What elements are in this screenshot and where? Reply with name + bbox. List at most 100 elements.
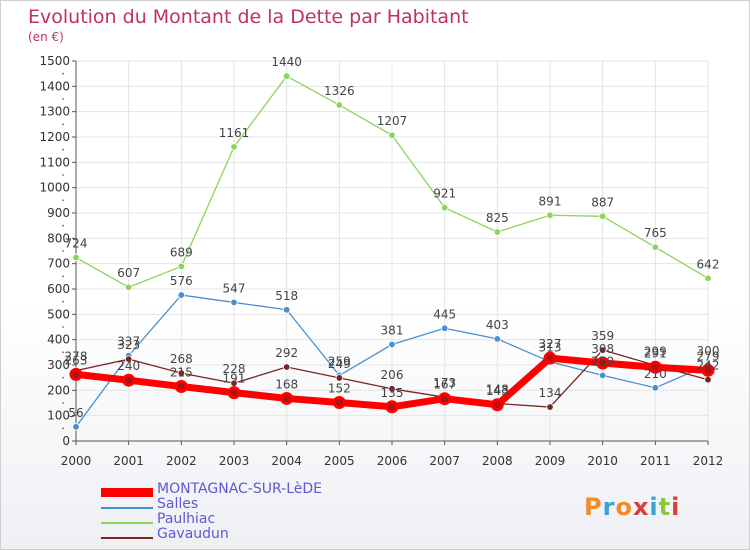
- x-tick-label: 2004: [271, 454, 302, 468]
- data-point: [546, 403, 554, 411]
- data-label: 240: [117, 359, 140, 373]
- data-point: [72, 253, 80, 262]
- data-label: 576: [170, 274, 193, 288]
- y-minor-mark: [62, 123, 64, 126]
- x-tick-label: 2000: [61, 454, 92, 468]
- data-labels: 724 607 689 1161 1440 1326 1207 921 825 891 887 765…: [65, 55, 720, 420]
- data-label: 323: [117, 338, 140, 352]
- data-label: 381: [381, 323, 404, 337]
- data-label: 268: [170, 352, 193, 366]
- data-point: [177, 369, 186, 377]
- data-point-core: [493, 401, 501, 409]
- data-point-core: [125, 376, 133, 384]
- data-point: [440, 203, 449, 212]
- chart-subtitle: (en €): [28, 30, 64, 44]
- data-label: 1207: [377, 114, 408, 128]
- data-point: [124, 283, 133, 291]
- data-point: [651, 243, 660, 251]
- legend-swatch: [101, 507, 153, 509]
- data-point-core: [651, 363, 659, 371]
- data-point: [651, 384, 660, 392]
- data-label: 724: [65, 237, 88, 251]
- data-point: [282, 72, 291, 80]
- y-tick-label: 1300: [39, 105, 70, 119]
- data-label: 689: [170, 245, 193, 259]
- legend-label: Salles: [157, 496, 199, 512]
- data-label: 1440: [271, 55, 302, 69]
- data-point: [704, 375, 712, 384]
- data-label: 167: [433, 378, 456, 392]
- chart-title: Evolution du Montant de la Dette par Hab…: [28, 6, 469, 28]
- data-label: 152: [328, 381, 351, 395]
- x-tick-label: 2011: [640, 454, 671, 468]
- y-minor-mark: [62, 199, 64, 202]
- data-label: 642: [697, 257, 720, 271]
- data-label: 249: [328, 357, 351, 371]
- x-tick-label: 2007: [429, 454, 460, 468]
- data-label: 891: [539, 194, 562, 208]
- data-point: [598, 371, 607, 380]
- data-point-core: [72, 370, 80, 378]
- data-label: 1161: [219, 126, 250, 140]
- data-label: 518: [275, 289, 298, 303]
- legend-swatch: [101, 537, 153, 539]
- data-label: 263: [65, 353, 88, 367]
- data-point: [388, 340, 396, 349]
- x-tick-label: 2005: [324, 454, 355, 468]
- data-label: 292: [275, 346, 298, 360]
- data-label: 337: [117, 335, 140, 349]
- data-point: [598, 212, 607, 220]
- grid-lines: [76, 60, 709, 442]
- y-tick-label: 300: [47, 358, 70, 372]
- y-minor-mark: [62, 275, 64, 278]
- x-tick-label: 2006: [377, 454, 408, 468]
- data-label: 607: [117, 266, 140, 280]
- data-point: [493, 335, 502, 343]
- data-label: 887: [591, 195, 614, 209]
- data-label: 259: [328, 354, 351, 368]
- legend-swatch: [101, 488, 153, 497]
- y-minor-mark: [62, 351, 64, 354]
- data-label: 313: [539, 341, 562, 355]
- y-tick-label: 1100: [39, 155, 70, 169]
- data-point-core: [283, 394, 291, 402]
- data-label: 547: [223, 281, 246, 295]
- data-point: [493, 228, 502, 236]
- y-tick-label: 400: [47, 333, 70, 347]
- data-label: 242: [697, 359, 720, 373]
- data-label: 327: [539, 337, 562, 351]
- data-point: [388, 385, 396, 393]
- legend-label: Gavaudun: [157, 526, 229, 542]
- data-label: 765: [644, 226, 667, 240]
- x-tick-label: 2003: [219, 454, 250, 468]
- series-lines: [69, 72, 715, 431]
- y-minor-mark: [62, 250, 64, 252]
- x-tick-label: 2009: [535, 454, 566, 468]
- data-point-core: [441, 395, 449, 403]
- data-point: [177, 291, 186, 299]
- data-point: [230, 143, 238, 151]
- data-point: [440, 324, 449, 332]
- data-point-core: [546, 354, 554, 362]
- y-minor-mark: [62, 174, 64, 176]
- data-label: 445: [433, 307, 456, 321]
- data-label: 56: [68, 406, 83, 420]
- data-label: 173: [433, 376, 456, 390]
- y-tick-label: 1400: [39, 79, 70, 93]
- y-tick-label: 500: [47, 307, 70, 321]
- y-tick-label: 800: [47, 231, 70, 245]
- data-point: [72, 423, 80, 431]
- data-label: 403: [486, 318, 509, 332]
- y-minor-mark: [62, 98, 64, 100]
- x-tick-label: 2012: [693, 454, 724, 468]
- legend-swatch: [101, 522, 153, 524]
- data-point-core: [230, 389, 238, 397]
- proxiti-logo: Proxiti: [584, 493, 681, 521]
- data-label: 308: [591, 342, 614, 356]
- x-tick-label: 2008: [482, 454, 513, 468]
- data-point: [704, 274, 712, 283]
- x-tick-label: 2010: [587, 454, 618, 468]
- data-point: [282, 306, 291, 314]
- data-label: 148: [486, 383, 509, 397]
